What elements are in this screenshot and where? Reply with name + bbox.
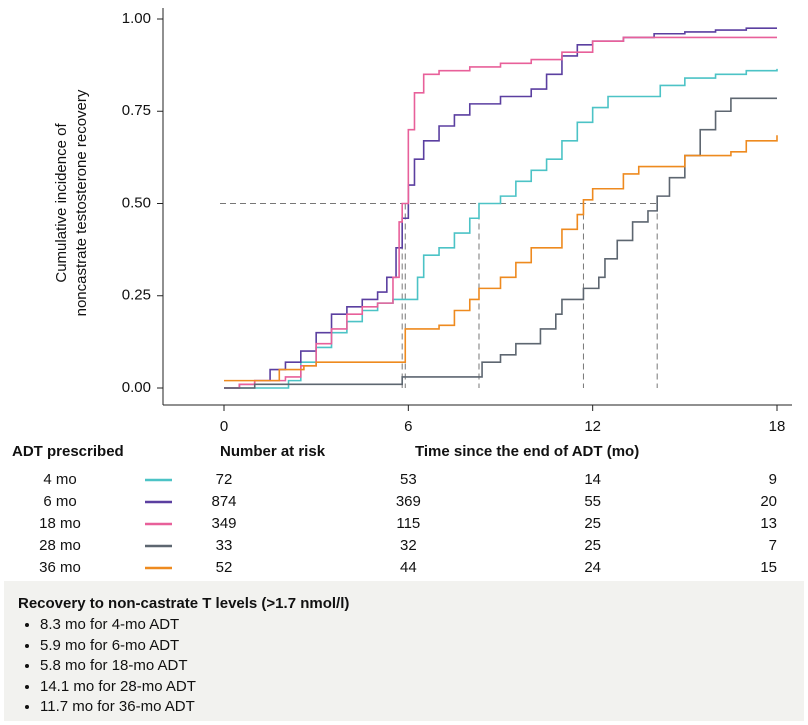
at-risk-count: 369: [396, 493, 421, 510]
at-risk-count: 32: [400, 537, 417, 554]
note-item: 14.1 mo for 28-mo ADT: [40, 677, 790, 698]
note-item: 5.8 mo for 18-mo ADT: [40, 656, 790, 677]
legend-title: ADT prescribed: [12, 443, 124, 460]
series-line: [224, 36, 777, 389]
legend-label: 18 mo: [39, 515, 81, 532]
at-risk-count: 25: [584, 537, 601, 554]
at-risk-count: 52: [216, 559, 233, 576]
at-risk-count: 33: [216, 537, 233, 554]
x-tick-label: 18: [769, 418, 786, 435]
at-risk-count: 55: [584, 493, 601, 510]
y-tick-label: 1.00: [122, 10, 151, 27]
notes-box: Recovery to non-castrate T levels (>1.7 …: [4, 581, 804, 721]
at-risk-count: 7: [769, 537, 777, 554]
at-risk-count: 44: [400, 559, 417, 576]
at-risk-count: 349: [211, 515, 236, 532]
series-line: [224, 27, 777, 389]
note-item: 11.7 mo for 36-mo ADT: [40, 697, 790, 718]
legend-label: 4 mo: [43, 471, 76, 488]
legend-label: 6 mo: [43, 493, 76, 510]
y-axis-label: noncastrate testosterone recovery: [73, 89, 90, 316]
at-risk-count: 72: [216, 471, 233, 488]
at-risk-count: 15: [760, 559, 777, 576]
y-tick-label: 0.75: [122, 102, 151, 119]
y-axis-label: Cumulative incidence of: [53, 123, 70, 283]
at-risk-count: 53: [400, 471, 417, 488]
x-tick-label: 12: [584, 418, 601, 435]
legend-label: 36 mo: [39, 559, 81, 576]
notes-title: Recovery to non-castrate T levels (>1.7 …: [18, 595, 350, 612]
series-line: [224, 135, 778, 382]
chart: Cumulative incidence of noncastrate test…: [12, 8, 792, 576]
at-risk-count: 874: [211, 493, 236, 510]
at-risk-count: 25: [584, 515, 601, 532]
y-tick-label: 0.50: [122, 194, 151, 211]
at-risk-count: 14: [584, 471, 601, 488]
note-item: 8.3 mo for 4-mo ADT: [40, 615, 790, 636]
at-risk-count: 13: [760, 515, 777, 532]
series-line: [224, 97, 777, 389]
y-tick-label: 0.00: [122, 379, 151, 396]
x-tick-label: 0: [220, 418, 228, 435]
y-tick-label: 0.25: [122, 287, 151, 304]
at-risk-count: 115: [396, 515, 420, 532]
notes-list: 8.3 mo for 4-mo ADT5.9 mo for 6-mo ADT5.…: [18, 615, 790, 718]
at-risk-count: 9: [769, 471, 777, 488]
note-item: 5.9 mo for 6-mo ADT: [40, 636, 790, 657]
at-risk-count: 20: [760, 493, 777, 510]
x-axis-label: Time since the end of ADT (mo): [415, 443, 639, 460]
x-tick-label: 6: [404, 418, 412, 435]
series-line: [224, 68, 778, 389]
legend-label: 28 mo: [39, 537, 81, 554]
at-risk-count: 24: [584, 559, 601, 576]
risk-table-title: Number at risk: [220, 443, 326, 460]
